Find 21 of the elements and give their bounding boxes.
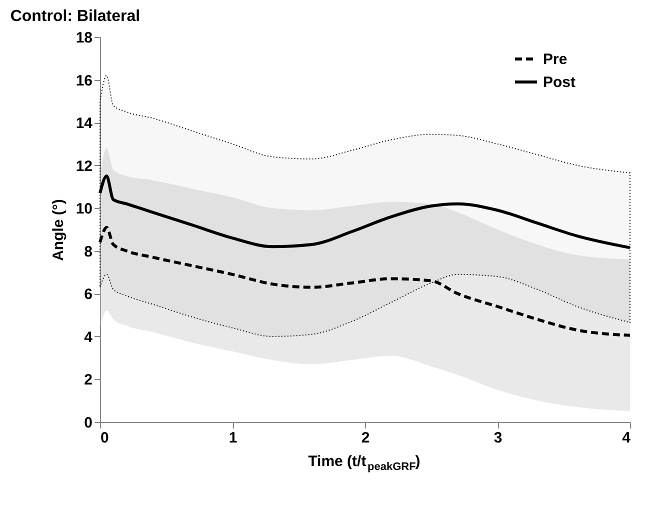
y-tick-label: 8	[84, 243, 92, 260]
y-tick-label: 6	[84, 286, 92, 304]
x-tick-label: 2	[361, 430, 370, 446]
y-tick-label: 12	[76, 158, 92, 175]
y-axis-title: Angle (°)	[50, 199, 67, 261]
x-tick-label: 1	[228, 430, 238, 446]
y-tick-label: 16	[76, 72, 92, 90]
line-series	[98, 174, 632, 250]
y-tick-label: 10	[76, 200, 92, 218]
x-tick-label: 4	[622, 430, 632, 446]
chart-title: Control: Bilateral	[10, 8, 140, 25]
legend-label: Post	[543, 74, 576, 91]
y-tick-label: 18	[76, 30, 92, 46]
y-tick-label: 4	[84, 328, 94, 346]
y-tick-label: 0	[84, 414, 92, 432]
y-tick-label: 2	[84, 372, 92, 389]
legend-label: Pre	[543, 51, 568, 68]
y-tick-label: 14	[76, 115, 94, 132]
line-series	[98, 226, 632, 337]
x-tick-label: 0	[100, 430, 109, 446]
x-tick-label: 3	[494, 430, 502, 446]
